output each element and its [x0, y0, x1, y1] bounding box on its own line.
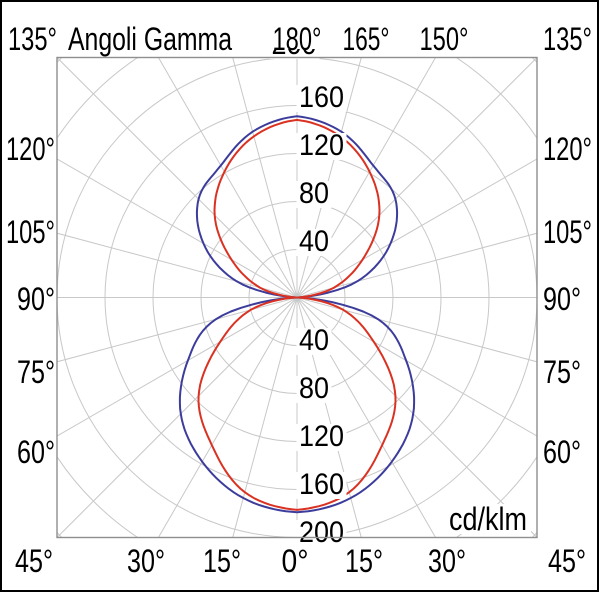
plot-frame [56, 56, 538, 539]
gamma-angle-label: 45° [15, 543, 53, 579]
gamma-angle-label: 30° [127, 543, 165, 579]
gamma-angle-label: 105° [6, 214, 55, 250]
gamma-angle-label: 180° [273, 21, 322, 57]
grid-ray [296, 232, 537, 298]
photometric-curves [178, 115, 416, 514]
grid-ray [296, 297, 537, 437]
photometric-curve-c0-c180 [197, 118, 397, 511]
radial-tick-label: 40 [299, 324, 329, 357]
unit-label-background [441, 504, 531, 534]
grid-ray [296, 57, 437, 298]
grid-ray [57, 158, 298, 298]
grid-ray [57, 232, 298, 298]
gamma-angle-label: 75° [543, 354, 581, 390]
gamma-angle-label: 15° [345, 543, 383, 579]
radial-tick-background [296, 424, 347, 451]
grid-ray [57, 57, 298, 298]
gamma-angle-label: 60° [17, 434, 55, 470]
radial-tick-label: 80 [299, 372, 329, 405]
grid-ray [296, 57, 537, 298]
gamma-angle-label: 105° [543, 214, 592, 250]
grid-ray [57, 297, 298, 363]
chart-title: Angoli Gamma [68, 21, 232, 57]
grid-ray [232, 57, 298, 298]
gamma-angle-label: 165° [343, 21, 390, 57]
radial-tick-label: 160 [299, 81, 344, 114]
radial-tick-label: 80 [299, 177, 329, 210]
grid-ray [232, 297, 298, 538]
radial-tick-label: 200 [299, 516, 344, 549]
radial-tick-background [296, 472, 347, 499]
gamma-angle-labels: 135° 180° 165° 150° 135° 45° 30° 15° 0° 15° 30° 45°… [6, 21, 592, 579]
grid-ray [296, 158, 537, 298]
radial-tick-background [296, 181, 332, 208]
radial-tick-background [296, 328, 332, 355]
radial-tick-background [296, 133, 347, 160]
gamma-angle-label: 75° [17, 354, 55, 390]
unit-label: cd/klm [449, 501, 527, 537]
gamma-angle-label: 150° [420, 21, 469, 57]
gamma-angle-label: 45° [548, 543, 586, 579]
gamma-angle-label: 135° [543, 21, 592, 57]
radial-tick-background [296, 85, 347, 112]
gamma-angle-label: 90° [543, 281, 581, 317]
gamma-angle-label: 30° [428, 543, 466, 579]
radial-tick-label: 160 [299, 468, 344, 501]
grid-ray [296, 297, 537, 363]
gamma-angle-label: 135° [8, 21, 57, 57]
grid-ray [157, 57, 298, 298]
grid-ray [57, 297, 298, 437]
radial-tick-background [296, 376, 332, 403]
grid-ray [296, 297, 437, 538]
gamma-angle-label: 120° [6, 131, 55, 167]
gamma-angle-label: 120° [543, 131, 592, 167]
radial-tick-label: 120 [299, 420, 344, 453]
gamma-angle-label: 60° [543, 434, 581, 470]
grid-ray [157, 297, 298, 538]
radial-tick-background [296, 520, 347, 547]
radial-tick-label: 120 [299, 129, 344, 162]
gamma-angle-label: 90° [17, 281, 55, 317]
grid-ray [57, 297, 298, 538]
radial-tick-label: 40 [299, 225, 329, 258]
radial-tick-background [296, 229, 332, 256]
photometric-curve-c90-c270 [178, 115, 416, 514]
gamma-angle-label: 0° [282, 543, 309, 579]
gamma-angle-label: 15° [203, 543, 241, 579]
unit-label-group: cd/klm [441, 501, 531, 537]
top-margin-mask [0, 0, 600, 49]
